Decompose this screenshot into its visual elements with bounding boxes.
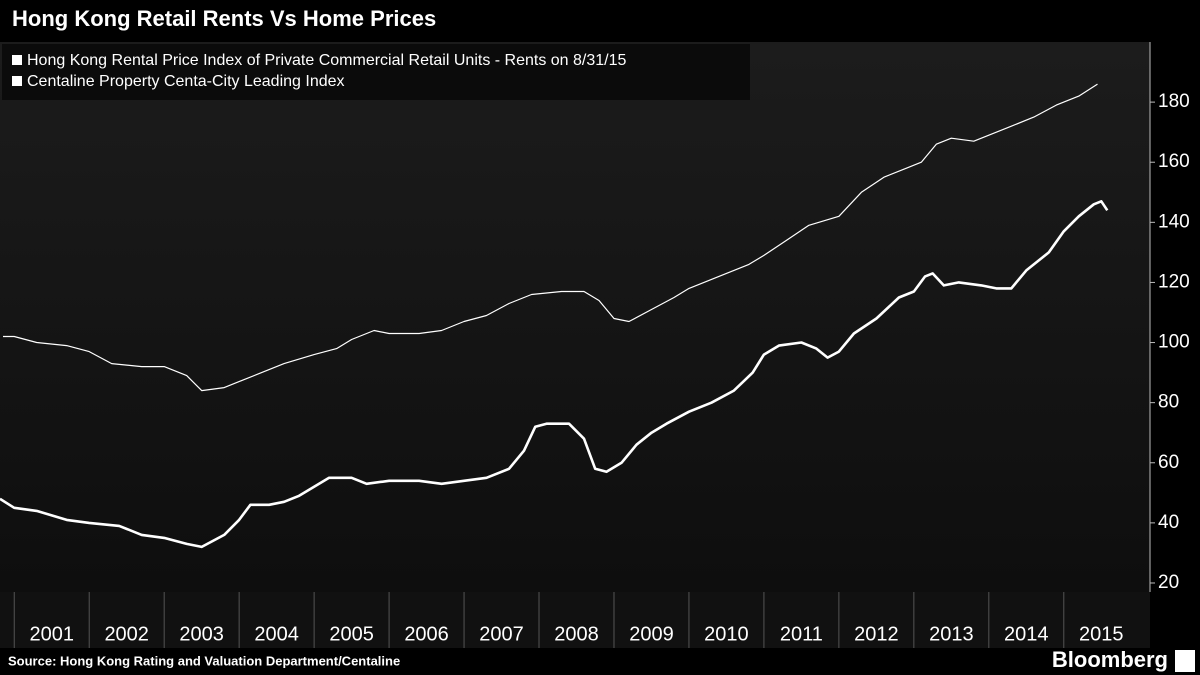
y-tick-label: 140: [1158, 211, 1190, 232]
legend-label: Hong Kong Rental Price Index of Private …: [27, 52, 627, 69]
brand-icon: [1175, 650, 1195, 672]
x-tick-label: 2003: [179, 623, 224, 645]
x-tick-label: 2010: [704, 623, 749, 645]
x-tick-label: 2005: [329, 623, 374, 645]
x-axis: 2001 2002 2003 2004 2005 2006 2007 2008 2009 2010…: [13, 592, 1124, 648]
x-tick-label: 2004: [254, 623, 299, 645]
x-tick-label: 2014: [1004, 623, 1049, 645]
x-tick-label: 2009: [629, 623, 674, 645]
x-tick-label: 2008: [554, 623, 599, 645]
y-tick-label: 160: [1158, 151, 1190, 172]
y-tick-label: 60: [1158, 452, 1179, 473]
series-line: [3, 83, 1098, 392]
x-tick-label: 2012: [854, 623, 899, 645]
x-tick-label: 2006: [404, 623, 449, 645]
legend-swatch: [12, 55, 22, 65]
y-tick-label: 80: [1158, 392, 1179, 413]
plot-area: [0, 42, 1150, 592]
legend-label: Centaline Property Centa-City Leading In…: [27, 73, 345, 90]
chart-title: Hong Kong Retail Rents Vs Home Prices: [12, 6, 436, 31]
x-axis-area: [0, 592, 1150, 648]
legend-box: [2, 44, 750, 100]
x-tick-label: 2002: [104, 623, 149, 645]
series-layer: [0, 83, 1109, 549]
y-tick-label: 20: [1158, 572, 1179, 593]
legend-swatch: [12, 76, 22, 86]
x-tick-label: 2001: [29, 623, 74, 645]
source: Source: Hong Kong Rating and Valuation D…: [8, 653, 400, 668]
x-tick-label: 2015: [1079, 623, 1124, 645]
y-tick-label: 40: [1158, 512, 1179, 533]
legend: Hong Kong Rental Price Index of Private …: [12, 52, 627, 90]
x-tick-label: 2011: [780, 623, 823, 645]
brand: Bloomberg: [1052, 647, 1168, 672]
y-tick-label: 100: [1158, 332, 1190, 353]
y-tick-label: 120: [1158, 271, 1190, 292]
x-tick-label: 2013: [929, 623, 974, 645]
series-line: [0, 200, 1109, 549]
x-tick-label: 2007: [479, 623, 524, 645]
y-tick-label: 180: [1158, 91, 1190, 112]
y-axis-ticks: 20 40 60 80 100 120 140 160 180: [1150, 91, 1190, 593]
